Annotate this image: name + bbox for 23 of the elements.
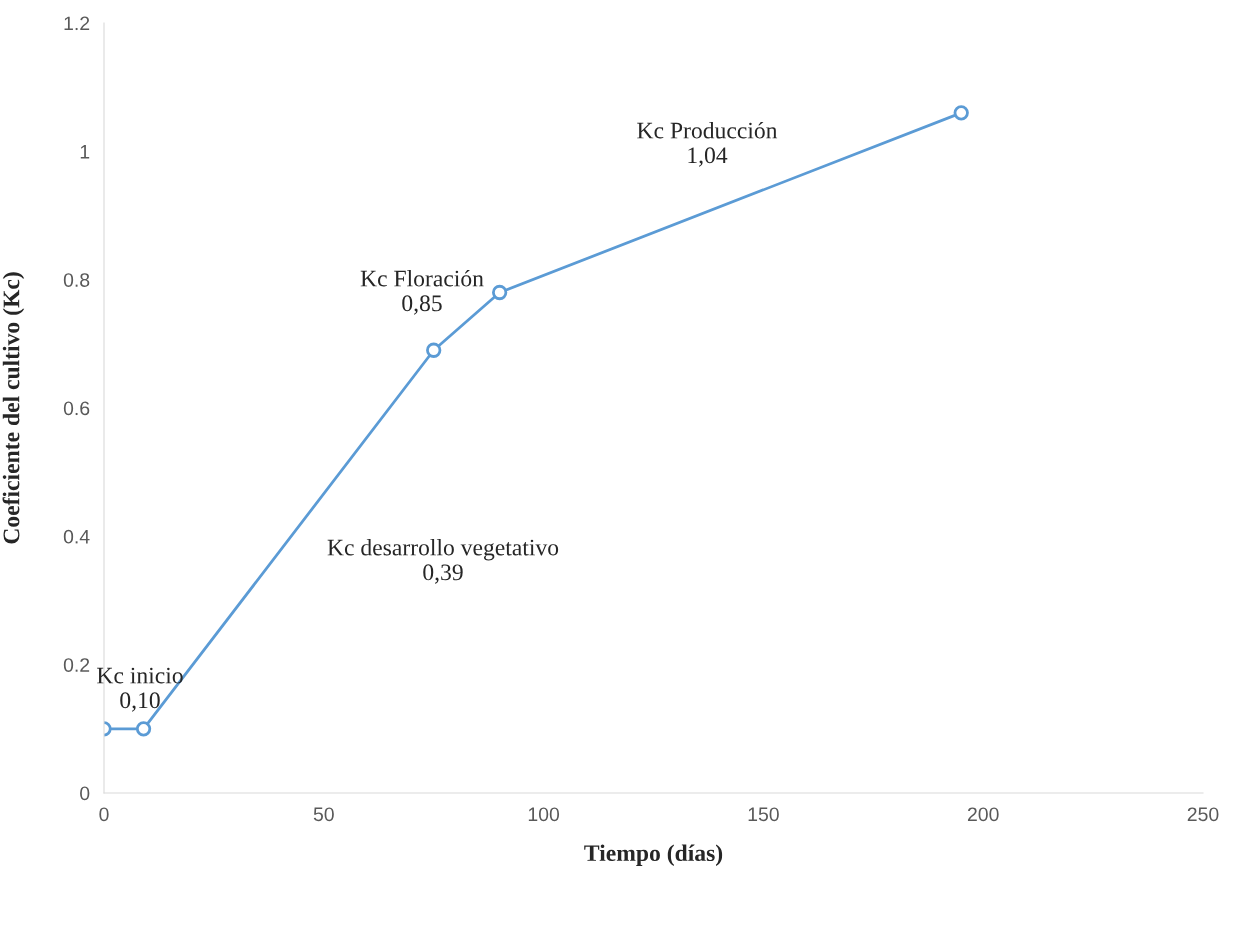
y-tick-label: 1 bbox=[80, 145, 90, 159]
point bbox=[953, 105, 969, 121]
x-axis-title: Tiempo (días) bbox=[584, 844, 723, 866]
y-axis-title: Coeficiente del cultivo (Kc) bbox=[2, 272, 25, 544]
y-tick-label: 0.8 bbox=[63, 273, 90, 287]
x-tick-label: 200 bbox=[967, 807, 999, 822]
point bbox=[426, 342, 442, 358]
point bbox=[135, 721, 152, 737]
annotation: Kc desarrollo vegetativo 0,39 bbox=[327, 538, 559, 584]
y-tick-label: 0.6 bbox=[63, 401, 90, 416]
y-tick-label: 0.4 bbox=[63, 529, 90, 544]
x-tick-label: 250 bbox=[1187, 807, 1219, 822]
x-tick-label: 100 bbox=[528, 807, 560, 822]
x-tick-label: 50 bbox=[313, 807, 334, 822]
y-tick-label: 0.2 bbox=[63, 658, 90, 672]
point bbox=[492, 284, 508, 301]
y-tick-label: 0 bbox=[80, 786, 90, 801]
x-tick-label: 150 bbox=[748, 807, 779, 822]
x-tick-label: 0 bbox=[99, 807, 109, 822]
annotation: Kc Producción 1,04 bbox=[637, 121, 778, 167]
y-tick-label: 1.2 bbox=[64, 16, 90, 31]
annotation: Kc inicio 0,10 bbox=[97, 667, 183, 712]
annotation: Kc Floración 0,85 bbox=[360, 269, 484, 315]
